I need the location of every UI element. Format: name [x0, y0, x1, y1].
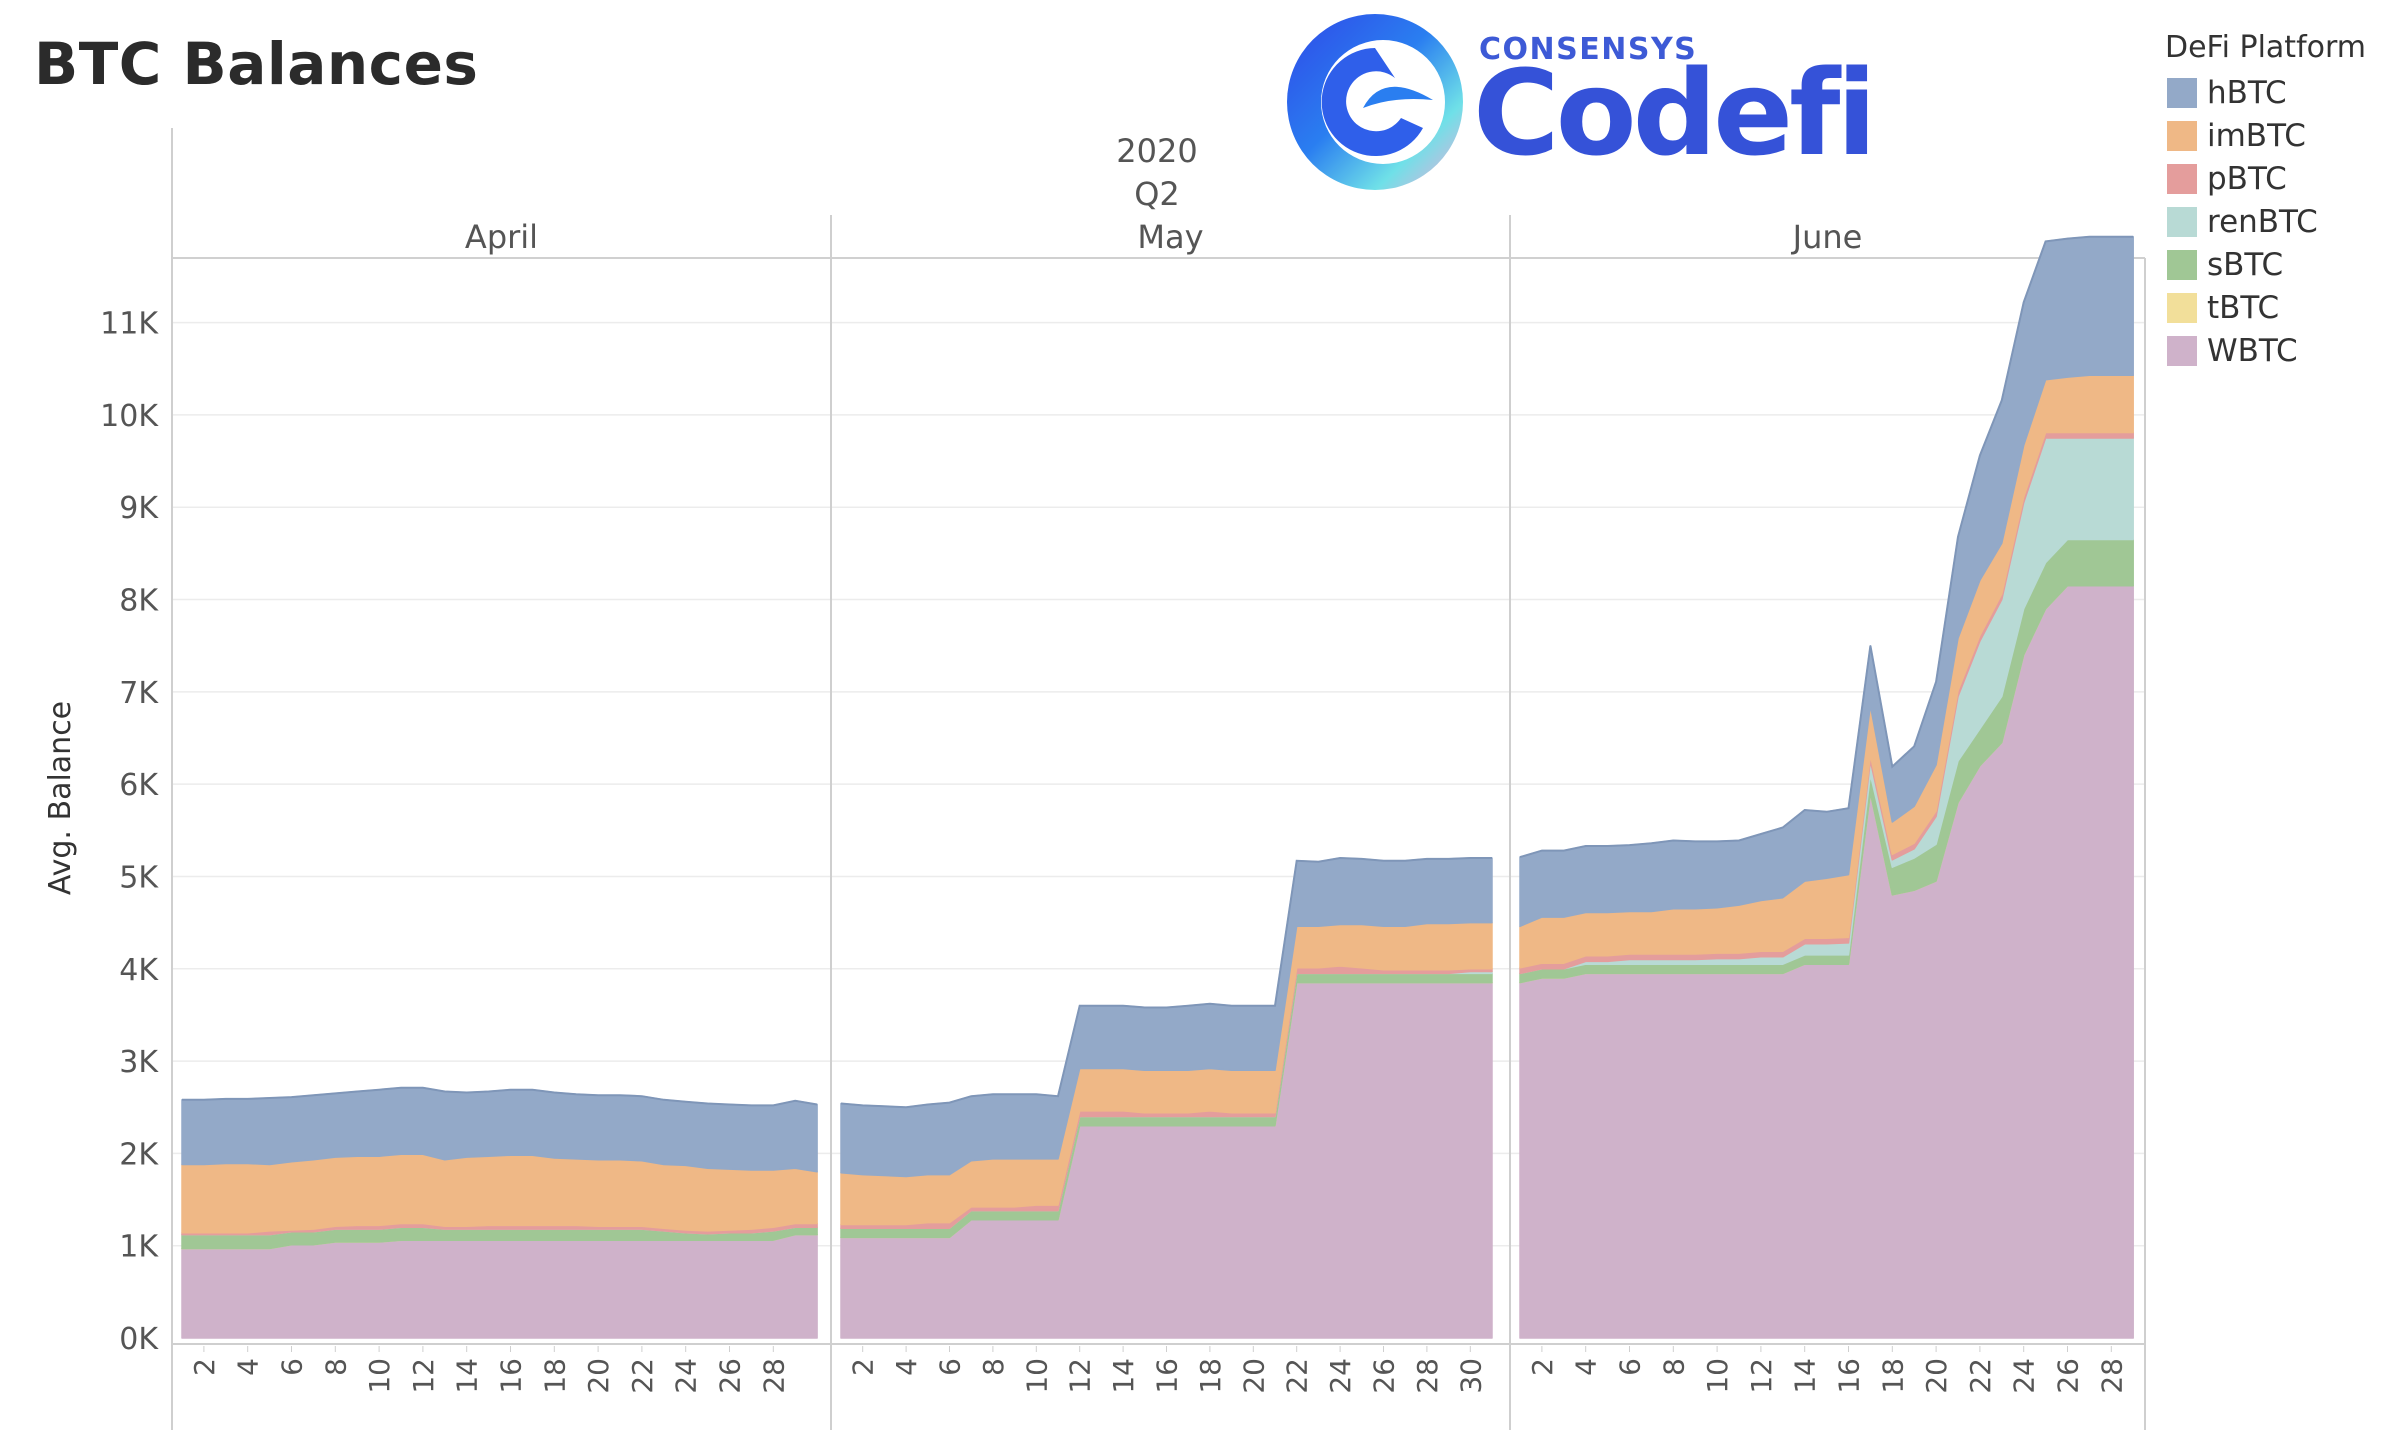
y-tick-label: 1K — [119, 1230, 159, 1265]
y-tick-label: 8K — [119, 584, 159, 619]
legend-item-wbtc[interactable]: WBTC — [2165, 329, 2366, 372]
x-tick-label: 26 — [2052, 1358, 2085, 1394]
x-tick-label: 6 — [934, 1358, 967, 1376]
x-tick-label: 18 — [538, 1358, 571, 1394]
panel-month-label: April — [465, 218, 538, 256]
page-title: BTC Balances — [34, 30, 479, 98]
x-tick-label: 10 — [1020, 1358, 1053, 1394]
y-tick-label: 2K — [119, 1137, 159, 1172]
y-tick-label: 11K — [100, 307, 159, 342]
legend-swatch — [2167, 77, 2197, 108]
y-tick-label: 4K — [119, 953, 159, 988]
x-tick-label: 18 — [1194, 1358, 1227, 1394]
panel-month-label: May — [1137, 218, 1203, 256]
x-tick-label: 20 — [582, 1358, 615, 1394]
x-tick-label: 8 — [977, 1358, 1010, 1376]
legend-label: tBTC — [2207, 289, 2280, 326]
y-tick-label: 10K — [100, 399, 159, 434]
y-tick-label: 3K — [119, 1045, 159, 1080]
stack-top-outline — [840, 856, 1492, 1109]
legend-title: DeFi Platform — [2165, 30, 2367, 65]
x-tick-label: 8 — [319, 1358, 352, 1376]
legend-item-hbtc[interactable]: hBTC — [2165, 71, 2366, 114]
legend-label: WBTC — [2207, 332, 2298, 369]
x-tick-label: 8 — [1657, 1358, 1690, 1376]
legend-swatch — [2167, 120, 2197, 151]
legend-label: hBTC — [2207, 74, 2287, 111]
x-tick-label: 20 — [1920, 1358, 1953, 1394]
x-tick-label: 14 — [1789, 1358, 1822, 1394]
x-tick-label: 28 — [757, 1358, 790, 1394]
legend-item-pbtc[interactable]: pBTC — [2165, 157, 2366, 200]
legend-item-sbtc[interactable]: sBTC — [2165, 243, 2366, 286]
legend-swatch — [2167, 163, 2197, 194]
brand-top-label: CONSENSYS — [1479, 32, 1698, 67]
x-tick-label: 26 — [714, 1358, 747, 1394]
x-tick-label: 4 — [890, 1358, 923, 1376]
x-tick-label: 2 — [847, 1358, 880, 1376]
header-quarter: Q2 — [1134, 175, 1180, 213]
y-tick-label: 5K — [119, 860, 159, 895]
stack-top-outline — [1519, 235, 2134, 859]
header-year: 2020 — [1116, 132, 1197, 170]
x-tick-label: 2 — [1526, 1358, 1559, 1376]
x-tick-label: 12 — [1064, 1358, 1097, 1394]
x-tick-label: 24 — [670, 1358, 703, 1394]
x-tick-label: 26 — [1368, 1358, 1401, 1394]
x-tick-label: 6 — [276, 1358, 309, 1376]
codefi-logo-icon — [1287, 14, 1463, 190]
legend-swatch — [2167, 249, 2197, 280]
legend-label: sBTC — [2207, 246, 2284, 283]
x-tick-label: 22 — [1281, 1358, 1314, 1394]
y-axis-title: Avg. Balance — [43, 701, 78, 895]
x-tick-label: 12 — [1745, 1358, 1778, 1394]
x-tick-label: 28 — [1411, 1358, 1444, 1394]
y-tick-label: 0K — [119, 1322, 159, 1357]
legend-item-tbtc[interactable]: tBTC — [2165, 286, 2366, 329]
legend-item-imbtc[interactable]: imBTC — [2165, 114, 2366, 157]
x-tick-label: 24 — [1324, 1358, 1357, 1394]
x-tick-label: 18 — [1876, 1358, 1909, 1394]
x-tick-label: 6 — [1614, 1358, 1647, 1376]
x-tick-label: 22 — [1964, 1358, 1997, 1394]
x-tick-label: 16 — [1151, 1358, 1184, 1394]
legend: DeFi Platform hBTC imBTC pBTC renBTC sBT… — [2165, 30, 2366, 372]
x-tick-label: 2 — [188, 1358, 221, 1376]
x-tick-label: 22 — [626, 1358, 659, 1394]
legend-swatch — [2167, 206, 2197, 237]
x-tick-label: 10 — [1701, 1358, 1734, 1394]
x-tick-label: 12 — [407, 1358, 440, 1394]
legend-item-renbtc[interactable]: renBTC — [2165, 200, 2366, 243]
x-tick-label: 16 — [495, 1358, 528, 1394]
x-tick-label: 4 — [232, 1358, 265, 1376]
x-tick-label: 30 — [1454, 1358, 1487, 1394]
brand-main-label: Codefi — [1473, 44, 1877, 182]
y-tick-label: 6K — [119, 768, 159, 803]
legend-label: pBTC — [2207, 160, 2287, 197]
x-tick-label: 16 — [1833, 1358, 1866, 1394]
legend-swatch — [2167, 335, 2197, 366]
legend-label: renBTC — [2207, 203, 2318, 240]
legend-label: imBTC — [2207, 117, 2306, 154]
legend-swatch — [2167, 292, 2197, 323]
x-tick-label: 14 — [1107, 1358, 1140, 1394]
y-tick-label: 9K — [119, 491, 159, 526]
stack-top-outline — [182, 1086, 818, 1107]
panel-month-label: June — [1791, 218, 1863, 256]
x-tick-label: 10 — [363, 1358, 396, 1394]
area-wbtc-april — [181, 1233, 818, 1339]
y-tick-label: 7K — [119, 676, 159, 711]
x-tick-label: 4 — [1570, 1358, 1603, 1376]
x-tick-label: 24 — [2008, 1358, 2041, 1394]
codefi-logo: CONSENSYS Codefi — [1283, 10, 1877, 195]
x-tick-label: 20 — [1237, 1358, 1270, 1394]
x-tick-label: 28 — [2095, 1358, 2128, 1394]
x-tick-label: 14 — [451, 1358, 484, 1394]
